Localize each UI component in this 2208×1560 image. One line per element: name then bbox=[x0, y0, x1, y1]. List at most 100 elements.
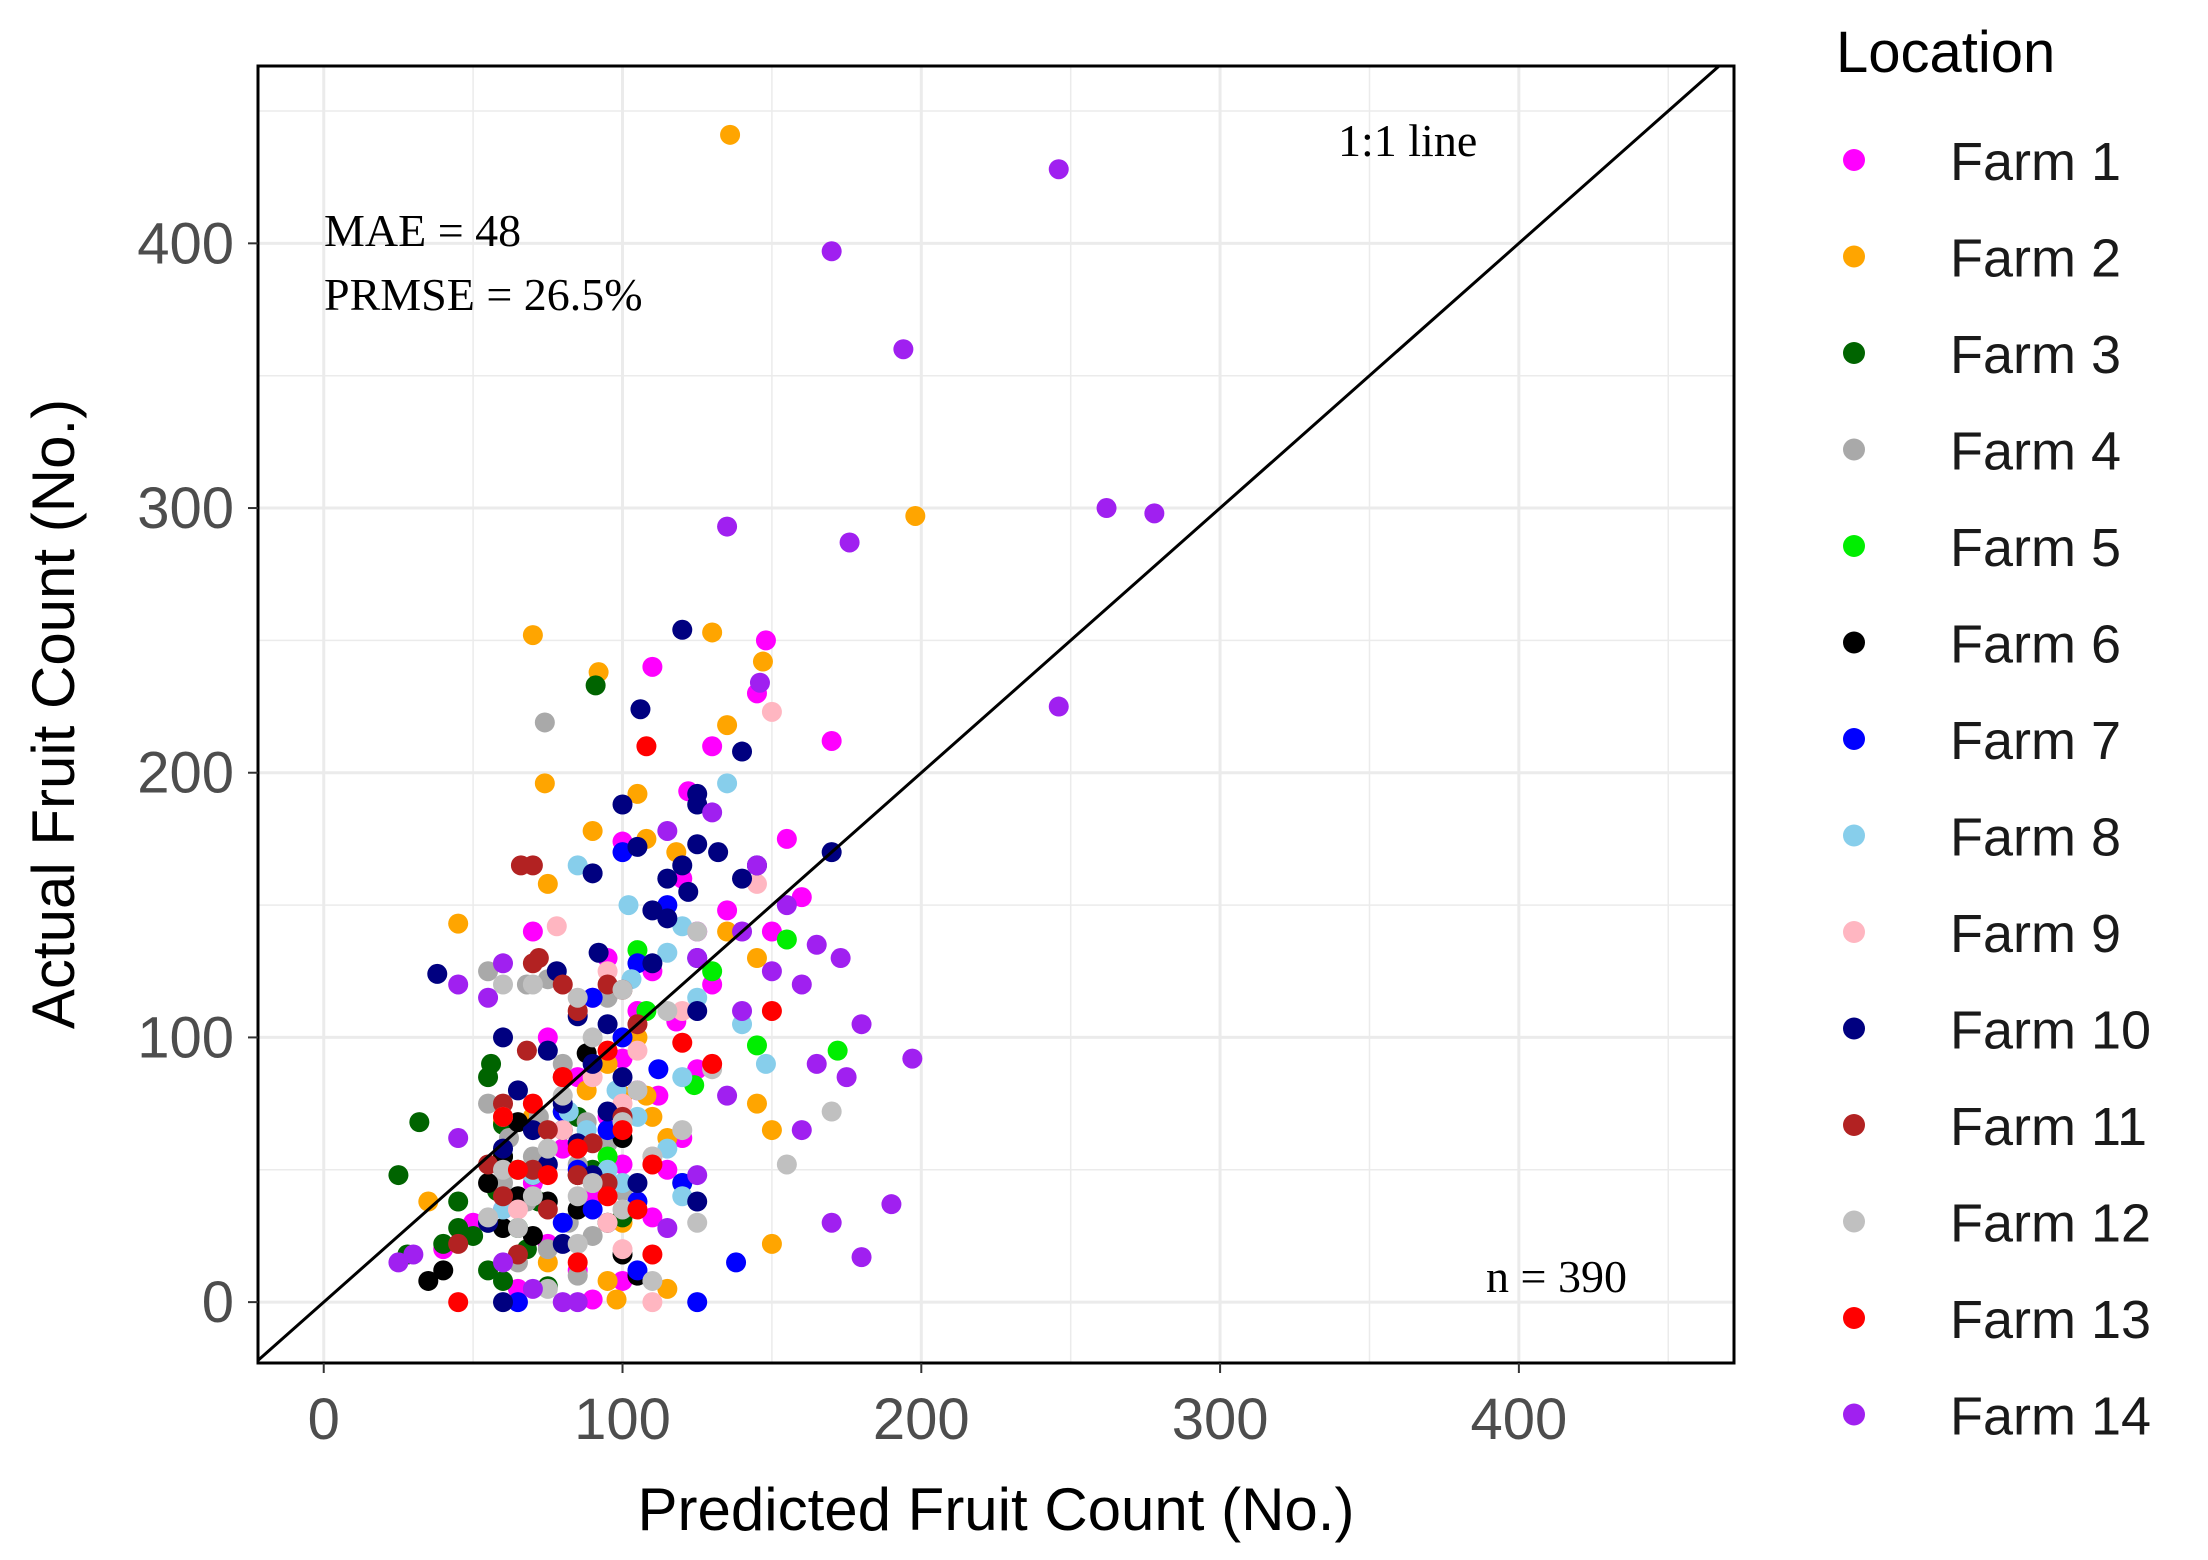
data-point bbox=[755, 630, 776, 651]
data-point bbox=[522, 1278, 543, 1299]
legend-swatch bbox=[1843, 824, 1865, 847]
data-point bbox=[552, 1292, 573, 1313]
data-point bbox=[702, 802, 723, 823]
data-point bbox=[478, 1260, 499, 1281]
data-point bbox=[717, 516, 738, 537]
data-point bbox=[537, 1278, 558, 1299]
data-point bbox=[388, 1252, 409, 1273]
legend-label: Farm 4 bbox=[1950, 422, 2121, 482]
data-point bbox=[836, 1067, 857, 1088]
data-point bbox=[516, 1040, 537, 1061]
data-point bbox=[493, 1252, 514, 1273]
data-point bbox=[717, 1085, 738, 1106]
data-point bbox=[746, 1035, 767, 1056]
data-point bbox=[821, 1212, 842, 1233]
data-point bbox=[493, 1292, 514, 1313]
x-tick-label: 300 bbox=[1172, 1387, 1269, 1452]
data-point bbox=[537, 873, 558, 894]
data-point bbox=[567, 1233, 588, 1254]
legend-swatch bbox=[1843, 921, 1865, 943]
legend-swatch bbox=[1843, 438, 1865, 461]
data-point bbox=[493, 1106, 514, 1127]
data-point bbox=[746, 948, 767, 969]
data-point bbox=[448, 1218, 469, 1239]
data-point bbox=[746, 855, 767, 876]
y-axis-ticks: 0 100 200 300 400 bbox=[137, 211, 258, 1335]
data-point bbox=[507, 1199, 528, 1220]
data-point bbox=[821, 241, 842, 262]
data-points bbox=[388, 124, 1165, 1313]
data-point bbox=[448, 913, 469, 934]
y-tick-label: 100 bbox=[137, 1005, 234, 1070]
data-point bbox=[749, 672, 770, 693]
data-point bbox=[717, 900, 738, 921]
data-point bbox=[418, 1270, 439, 1291]
legend-label: Farm 3 bbox=[1950, 325, 2121, 385]
data-point bbox=[776, 895, 797, 916]
data-point bbox=[537, 1120, 558, 1141]
data-point bbox=[478, 1173, 499, 1194]
data-point bbox=[433, 1233, 454, 1254]
data-point bbox=[732, 868, 753, 889]
data-point bbox=[657, 1000, 678, 1021]
data-point bbox=[761, 961, 782, 982]
n-annotation: n = 390 bbox=[1486, 1251, 1627, 1302]
data-point bbox=[448, 1128, 469, 1149]
data-point bbox=[648, 1059, 669, 1080]
data-point bbox=[493, 974, 514, 995]
data-point bbox=[537, 1165, 558, 1186]
data-point bbox=[687, 794, 708, 815]
data-point bbox=[761, 1000, 782, 1021]
data-point bbox=[761, 701, 782, 722]
y-axis-title: Actual Fruit Count (No.) bbox=[20, 399, 87, 1029]
prmse-annotation: PRMSE = 26.5% bbox=[324, 269, 643, 320]
data-point bbox=[612, 1239, 633, 1260]
data-point bbox=[597, 1120, 618, 1141]
data-point bbox=[672, 1000, 693, 1021]
data-point bbox=[493, 1186, 514, 1207]
data-point bbox=[582, 863, 603, 884]
legend-swatch bbox=[1843, 1114, 1865, 1136]
data-point bbox=[642, 1207, 663, 1228]
data-point bbox=[827, 1040, 848, 1061]
data-point bbox=[806, 934, 827, 955]
data-point bbox=[752, 651, 773, 672]
data-point bbox=[905, 505, 926, 526]
legend-swatch bbox=[1843, 149, 1865, 171]
x-tick-label: 0 bbox=[308, 1387, 340, 1452]
legend-label: Farm 9 bbox=[1950, 904, 2121, 964]
data-point bbox=[806, 1053, 827, 1074]
data-point bbox=[657, 1218, 678, 1239]
legend-label: Farm 8 bbox=[1950, 808, 2121, 868]
data-point bbox=[582, 1225, 603, 1246]
data-point bbox=[567, 1186, 588, 1207]
data-point bbox=[630, 699, 651, 720]
data-point bbox=[612, 1067, 633, 1088]
data-point bbox=[522, 921, 543, 942]
data-point bbox=[657, 942, 678, 963]
data-point bbox=[403, 1244, 424, 1265]
legend-label: Farm 13 bbox=[1950, 1290, 2151, 1350]
data-point bbox=[522, 625, 543, 646]
legend-label: Farm 10 bbox=[1950, 1001, 2151, 1061]
data-point bbox=[717, 921, 738, 942]
data-point bbox=[672, 1032, 693, 1053]
data-point bbox=[567, 987, 588, 1008]
data-point bbox=[409, 1112, 430, 1133]
x-axis-title: Predicted Fruit Count (No.) bbox=[638, 1476, 1355, 1543]
data-point bbox=[642, 1106, 663, 1127]
legend-swatch bbox=[1843, 245, 1865, 268]
data-point bbox=[448, 974, 469, 995]
data-point bbox=[672, 619, 693, 640]
mae-annotation: MAE = 48 bbox=[324, 205, 521, 256]
data-point bbox=[552, 1067, 573, 1088]
data-point bbox=[585, 675, 606, 696]
data-point bbox=[493, 1138, 514, 1159]
data-point bbox=[851, 1014, 872, 1035]
data-point bbox=[687, 834, 708, 855]
data-point bbox=[830, 948, 851, 969]
data-point bbox=[507, 1244, 528, 1265]
plot-border bbox=[256, 64, 1736, 1365]
data-point bbox=[672, 855, 693, 876]
legend-swatch bbox=[1843, 1307, 1865, 1329]
